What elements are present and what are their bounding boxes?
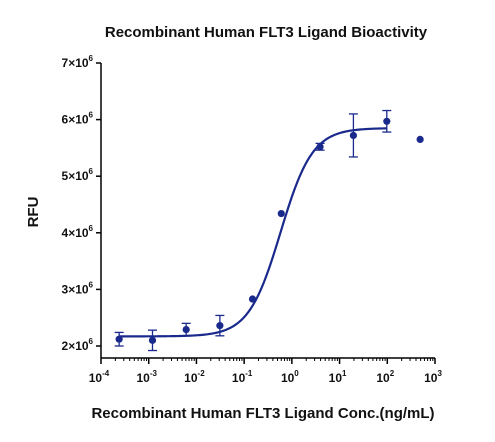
data-point <box>316 143 324 151</box>
x-tick-exponent: 0 <box>294 369 299 378</box>
data-point <box>248 295 257 303</box>
x-tick-base: 10 <box>136 371 150 385</box>
y-tick-mantissa: 4×10 <box>62 226 89 240</box>
error-bars <box>114 109 392 352</box>
data-point <box>416 135 424 144</box>
x-tick-base: 10 <box>232 371 246 385</box>
axes <box>100 63 435 359</box>
y-tick-label: 4×106 <box>62 224 94 240</box>
x-tick-exponent: -4 <box>102 369 110 378</box>
x-ticks: 10-4 10-3 10-2 10-1 100 101 102 103 <box>89 358 442 385</box>
x-tick-exponent: 2 <box>390 369 395 378</box>
y-tick-label: 3×106 <box>62 280 94 296</box>
x-tick-exponent: -3 <box>150 369 158 378</box>
y-tick-exponent: 6 <box>89 337 94 346</box>
x-tick-label: 100 <box>281 369 299 385</box>
x-tick-label: 103 <box>424 369 442 385</box>
x-tick-base: 10 <box>281 371 295 385</box>
data-point <box>383 117 391 125</box>
x-tick-base: 10 <box>376 371 390 385</box>
x-tick-exponent: -1 <box>245 369 253 378</box>
y-tick-exponent: 6 <box>89 111 94 120</box>
x-tick-base: 10 <box>329 371 343 385</box>
y-tick-mantissa: 5×10 <box>62 169 89 183</box>
y-tick-mantissa: 2×10 <box>62 339 89 353</box>
y-tick-mantissa: 3×10 <box>62 282 89 296</box>
y-tick-exponent: 6 <box>89 54 94 63</box>
x-tick-label: 10-2 <box>184 369 205 385</box>
data-point <box>182 325 190 334</box>
data-point <box>148 336 157 344</box>
x-tick-label: 10-3 <box>136 369 157 385</box>
x-tick-exponent: 3 <box>437 369 442 378</box>
data-point <box>115 335 123 343</box>
y-tick-label: 2×106 <box>62 337 94 353</box>
fit-curve <box>119 127 387 338</box>
y-tick-label: 6×106 <box>62 111 94 127</box>
x-tick-label: 102 <box>376 369 394 385</box>
x-axis-label: Recombinant Human FLT3 Ligand Conc.(ng/m… <box>91 405 434 422</box>
y-tick-exponent: 6 <box>89 167 94 176</box>
x-tick-exponent: 1 <box>342 369 347 378</box>
x-tick-base: 10 <box>424 371 438 385</box>
fit-curve-line <box>119 127 387 338</box>
x-tick-label: 10-1 <box>232 369 253 385</box>
y-tick-label: 5×106 <box>62 167 94 183</box>
x-tick-base: 10 <box>89 371 103 385</box>
y-tick-mantissa: 6×10 <box>62 113 89 127</box>
y-tick-label: 7×106 <box>62 54 94 70</box>
y-axis-label: RFU <box>25 197 42 228</box>
x-tick-label: 10-4 <box>89 369 110 385</box>
x-tick-base: 10 <box>184 371 198 385</box>
data-point <box>216 322 224 330</box>
data-point <box>349 131 358 140</box>
y-tick-mantissa: 7×10 <box>62 56 89 70</box>
chart-title: Recombinant Human FLT3 Ligand Bioactivit… <box>105 24 428 41</box>
x-tick-exponent: -2 <box>198 369 206 378</box>
y-tick-exponent: 6 <box>89 224 94 233</box>
y-tick-exponent: 6 <box>89 280 94 289</box>
x-tick-label: 101 <box>329 369 347 385</box>
data-point <box>277 209 285 218</box>
data-points <box>115 117 424 344</box>
